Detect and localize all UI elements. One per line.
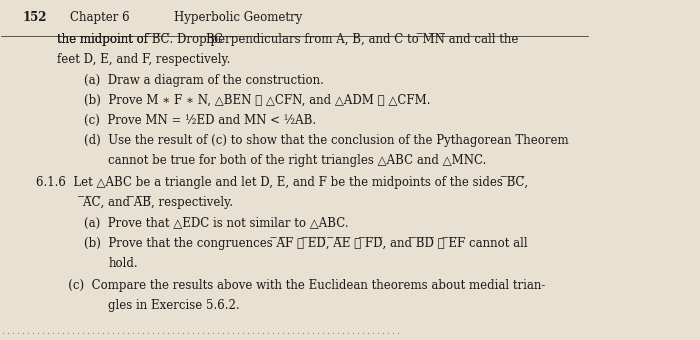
Text: (a)  Prove that △EDC is not similar to △ABC.: (a) Prove that △EDC is not similar to △A…	[84, 217, 349, 230]
Text: cannot be true for both of the right triangles △ABC and △MNC.: cannot be true for both of the right tri…	[108, 154, 486, 167]
Text: BC: BC	[205, 33, 223, 46]
Text: hold.: hold.	[108, 257, 138, 270]
Text: Chapter 6: Chapter 6	[71, 12, 130, 24]
Text: (b)  Prove M ∗ F ∗ N, △BEN ≅ △CFN, and △ADM ≅ △CFM.: (b) Prove M ∗ F ∗ N, △BEN ≅ △CFN, and △A…	[84, 94, 430, 107]
Text: ................................................................................: ........................................…	[1, 327, 401, 336]
Text: feet D, E, and F, respectively.: feet D, E, and F, respectively.	[57, 53, 230, 67]
Text: gles in Exercise 5.6.2.: gles in Exercise 5.6.2.	[108, 299, 240, 312]
Text: (c)  Prove MN = ½ED and MN < ½AB.: (c) Prove MN = ½ED and MN < ½AB.	[84, 114, 316, 127]
Text: ̅A̅C̅, and ̅A̅B̅, respectively.: ̅A̅C̅, and ̅A̅B̅, respectively.	[84, 196, 235, 209]
Text: 152: 152	[22, 12, 47, 24]
Text: the midpoint of ̅B̅C̅. Drop perpendiculars from A, B, and C to ̅M̅N̅ and call th: the midpoint of ̅B̅C̅. Drop perpendicula…	[57, 33, 518, 46]
Text: Hyperbolic Geometry: Hyperbolic Geometry	[174, 12, 302, 24]
Text: (b)  Prove that the congruences ̅A̅F̅ ≅ ̅E̅D̅, ̅A̅E̅ ≅ ̅F̅D̅, and ̅B̅D̅ ≅ ̅E̅F̅ : (b) Prove that the congruences ̅A̅F̅ ≅ ̅…	[84, 237, 528, 250]
Text: (a)  Draw a diagram of the construction.: (a) Draw a diagram of the construction.	[84, 74, 324, 87]
Text: 6.1.6  Let △ABC be a triangle and let D, E, and F be the midpoints of the sides : 6.1.6 Let △ABC be a triangle and let D, …	[36, 176, 528, 189]
Text: (d)  Use the result of (c) to show that the conclusion of the Pythagorean Theore: (d) Use the result of (c) to show that t…	[84, 134, 569, 147]
Text: (c)  Compare the results above with the Euclidean theorems about medial trian-: (c) Compare the results above with the E…	[57, 279, 545, 292]
Text: the midpoint of: the midpoint of	[57, 33, 151, 46]
